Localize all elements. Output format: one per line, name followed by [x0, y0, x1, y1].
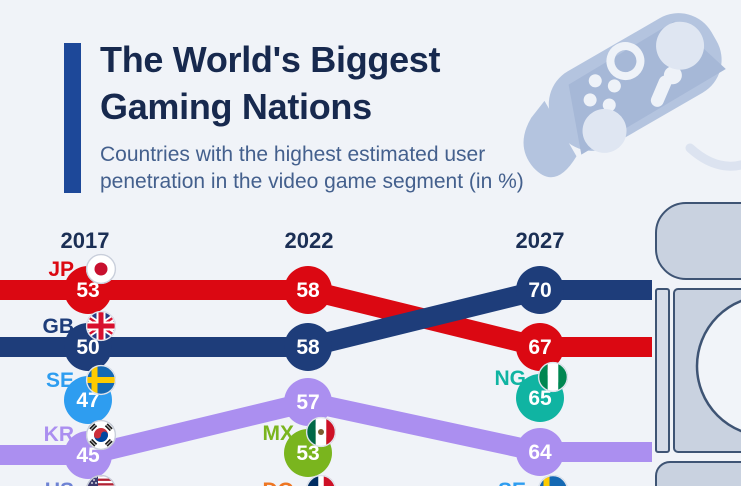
- flag-sweden-icon: [85, 364, 117, 396]
- label-do: DO: [263, 479, 295, 486]
- gamepad-illustration: [523, 13, 741, 178]
- node-value-gb-2017: 50: [76, 336, 99, 359]
- flag-sweden-2027-icon: [538, 474, 568, 486]
- console-side-rail: [655, 288, 670, 453]
- gamepad-dpad: [583, 74, 621, 112]
- node-value-se-2017: 47: [76, 389, 99, 412]
- node-kr-2022: [284, 378, 332, 426]
- gamepad-left-wing: [523, 100, 577, 178]
- chart-country-labels: JP GB SE KR US MX DO NG SE: [43, 258, 527, 486]
- chart-year-labels: 2017 2022 2027: [61, 228, 565, 253]
- node-kr-2027: [516, 428, 564, 476]
- label-se-2027: SE: [498, 479, 526, 486]
- node-value-gb-2027: 70: [528, 279, 551, 302]
- node-value-jp-2017: 53: [76, 279, 99, 302]
- node-value-gb-2022: 58: [296, 336, 320, 359]
- flag-nigeria-icon: [537, 361, 569, 393]
- console-illustration: [655, 202, 741, 486]
- chart-flags: [85, 253, 569, 486]
- console-top-section: [655, 202, 741, 280]
- title-accent-bar: [64, 43, 81, 193]
- label-gb: GB: [43, 315, 75, 338]
- node-jp-2022: [284, 266, 332, 314]
- gamepad-button: [663, 66, 682, 85]
- subtitle: Countries with the highest estimated use…: [100, 141, 620, 195]
- gamepad-left-grip: [582, 108, 627, 153]
- node-value-ng-2027: 65: [528, 387, 552, 410]
- node-gb-2022: [284, 323, 332, 371]
- node-value-jp-2027: 67: [528, 336, 551, 359]
- label-ng: NG: [495, 367, 527, 390]
- node-value-kr-2027: 64: [528, 441, 552, 464]
- flag-mexico-icon: [305, 416, 337, 448]
- console-bottom-section: [655, 461, 741, 486]
- node-value-kr-2017: 45: [76, 444, 100, 467]
- node-value-mx-2022: 53: [296, 442, 319, 465]
- label-us: US: [45, 479, 74, 486]
- flag-united-kingdom-icon: [85, 310, 117, 342]
- label-kr: KR: [44, 423, 74, 446]
- subtitle-line-1: Countries with the highest estimated use…: [100, 143, 486, 166]
- flag-japan-icon: [85, 253, 117, 285]
- flag-south-korea-icon: [85, 419, 117, 451]
- gamepad-home-ring: [606, 42, 645, 81]
- subtitle-line-2: penetration in the video game segment (i…: [100, 170, 524, 193]
- title-line-1: The World's Biggest: [100, 39, 441, 80]
- year-2017: 2017: [61, 228, 110, 253]
- label-se: SE: [46, 369, 74, 392]
- flag-dominican-republic-icon: [306, 474, 336, 486]
- year-2027: 2027: [516, 228, 565, 253]
- year-2022: 2022: [285, 228, 334, 253]
- label-jp: JP: [48, 258, 74, 281]
- node-value-kr-2022: 57: [296, 391, 319, 414]
- gamepad-cable: [685, 143, 741, 171]
- header: The World's Biggest Gaming Nations Count…: [100, 36, 620, 195]
- line-gb: [0, 280, 652, 357]
- label-mx: MX: [263, 422, 295, 445]
- gamepad-button-pill: [650, 75, 672, 107]
- gamepad-right-stick: [656, 21, 705, 70]
- node-gb-2027: [516, 266, 564, 314]
- node-jp-2027: [516, 323, 564, 371]
- page-title: The World's Biggest Gaming Nations: [100, 36, 620, 130]
- node-value-jp-2022: 58: [296, 279, 320, 302]
- title-line-2: Gaming Nations: [100, 86, 372, 127]
- console-dial: [695, 299, 741, 433]
